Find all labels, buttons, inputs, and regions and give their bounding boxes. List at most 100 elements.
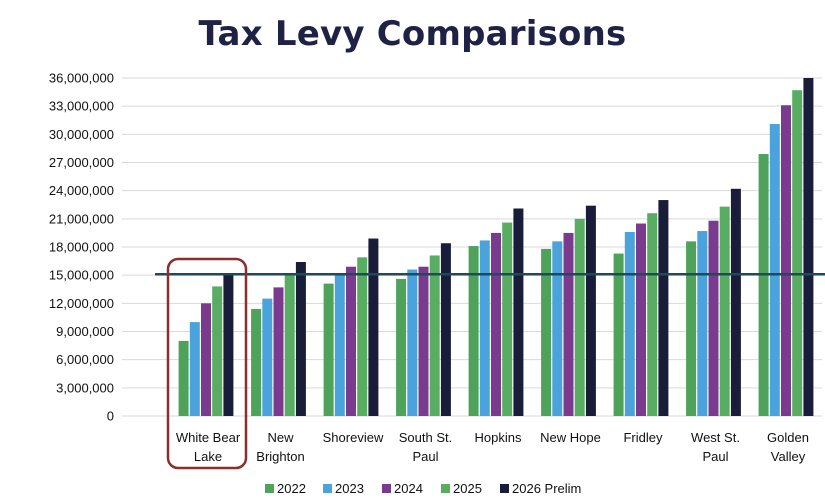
bar: [758, 154, 769, 417]
chart-title: Tax Levy Comparisons: [198, 14, 627, 54]
legend-label: 2024: [394, 481, 423, 496]
bar: [552, 241, 563, 416]
x-tick-label: New Hope: [540, 430, 601, 445]
bar: [251, 308, 262, 416]
bar-group: [178, 275, 234, 416]
bar: [686, 241, 697, 416]
legend-swatch: [265, 484, 274, 493]
bar: [658, 200, 669, 416]
bar: [730, 188, 741, 416]
legend-item: 2025: [441, 481, 482, 496]
legend-item: 2026 Prelim: [500, 481, 581, 496]
y-tick-label: 12,000,000: [49, 296, 114, 311]
y-tick-label: 27,000,000: [49, 155, 114, 170]
x-tick-label: White Bear: [176, 430, 241, 445]
bar: [357, 257, 368, 416]
bar: [407, 269, 418, 416]
y-tick-label: 30,000,000: [49, 127, 114, 142]
bar: [585, 205, 596, 416]
bars: [178, 78, 814, 417]
x-tick-label: Golden: [767, 430, 809, 445]
bar: [223, 275, 234, 416]
y-tick-label: 18,000,000: [49, 240, 114, 255]
bar: [491, 232, 501, 416]
legend-swatch: [323, 484, 332, 493]
legend-swatch: [441, 484, 450, 493]
bar: [262, 298, 273, 416]
y-axis: 0 3,000,000 6,000,000 9,000,000 12,000,000 15…: [49, 71, 114, 424]
bar: [708, 220, 719, 416]
y-tick-label: 6,000,000: [56, 352, 114, 367]
bar: [803, 78, 814, 416]
legend: 2022 2023 2024 2025 2026 Prelim: [265, 481, 581, 496]
x-tick-label: Shoreview: [323, 430, 384, 445]
bar: [513, 208, 524, 416]
x-tick-label: Paul: [412, 449, 438, 464]
bar: [502, 222, 513, 416]
bar: [781, 105, 791, 416]
bar: [541, 248, 552, 416]
bar-group: [323, 238, 379, 416]
bar: [368, 238, 379, 416]
x-axis: White Bear Lake New Brighton Shoreview South …: [176, 430, 809, 464]
legend-item: 2024: [382, 481, 423, 496]
bar: [563, 232, 574, 416]
bar: [212, 286, 223, 416]
x-tick-label: Fridley: [623, 430, 663, 445]
bar-group: [613, 200, 669, 416]
annotations: [155, 257, 825, 470]
x-tick-label: West St.: [691, 430, 740, 445]
y-tick-label: 15,000,000: [49, 268, 114, 283]
bar: [769, 124, 780, 416]
bar: [189, 322, 200, 416]
y-tick-label: 9,000,000: [56, 324, 114, 339]
bar: [574, 218, 585, 416]
legend-label: 2022: [277, 481, 306, 496]
bar-group: [396, 243, 451, 416]
y-tick-label: 33,000,000: [49, 99, 114, 114]
y-tick-label: 24,000,000: [49, 183, 114, 198]
bar: [468, 246, 479, 416]
x-tick-label: Brighton: [256, 449, 304, 464]
bar: [418, 266, 429, 416]
bar: [346, 266, 356, 416]
bar-group: [758, 78, 814, 417]
x-tick-label: Lake: [194, 449, 222, 464]
bar: [178, 340, 189, 416]
legend-label: 2025: [453, 481, 482, 496]
bar: [624, 231, 635, 416]
bar-group: [686, 188, 741, 416]
x-tick-label: Hopkins: [475, 430, 522, 445]
bar: [479, 240, 490, 416]
legend-swatch: [382, 484, 391, 493]
legend-item: 2023: [323, 481, 364, 496]
highlight-box: [166, 257, 248, 470]
bar-group: [541, 205, 596, 416]
legend-swatch: [500, 484, 509, 493]
x-tick-label: South St.: [399, 430, 452, 445]
bar-group: [468, 208, 524, 416]
y-tick-label: 21,000,000: [49, 211, 114, 226]
bar: [429, 255, 440, 416]
bar: [323, 283, 334, 416]
bar: [719, 206, 730, 416]
bar: [396, 278, 407, 416]
bar: [697, 231, 708, 416]
bar: [284, 273, 295, 416]
x-tick-label: Paul: [702, 449, 728, 464]
x-tick-label: Valley: [771, 449, 806, 464]
bar: [201, 303, 211, 416]
bar: [334, 275, 345, 416]
y-tick-label: 0: [107, 409, 114, 424]
x-tick-label: New: [267, 430, 294, 445]
bar: [647, 213, 658, 416]
bar: [636, 223, 646, 416]
y-tick-label: 3,000,000: [56, 380, 114, 395]
legend-item: 2022: [265, 481, 306, 496]
bar: [295, 262, 306, 416]
bar: [273, 287, 284, 416]
bar: [440, 243, 451, 416]
y-tick-label: 36,000,000: [49, 71, 114, 86]
bar-group: [251, 262, 306, 416]
